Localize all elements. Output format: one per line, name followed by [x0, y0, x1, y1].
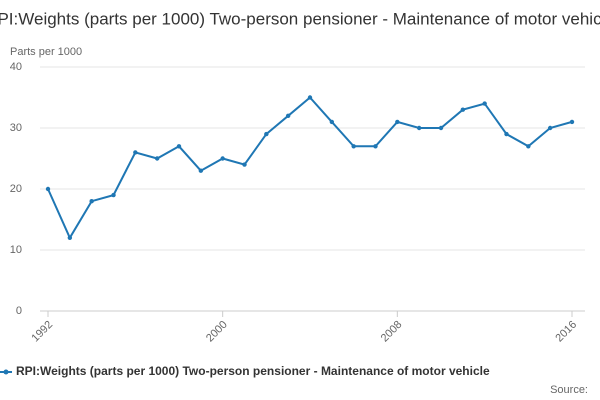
y-tick-label: 40 [10, 61, 22, 73]
point [220, 156, 225, 161]
y-tick-label: 10 [10, 244, 22, 256]
point [460, 107, 466, 112]
point [176, 144, 182, 149]
point [285, 113, 291, 119]
point [373, 144, 378, 149]
y-tick-label: 30 [10, 122, 22, 134]
point [307, 95, 313, 100]
x-tick-label: 1992 [29, 319, 55, 345]
x-tick-label: 2000 [204, 319, 230, 345]
chart-title: RPI:Weights (parts per 1000) Two-person … [0, 9, 600, 28]
point [547, 125, 553, 131]
point [154, 156, 160, 161]
source: Source: [550, 384, 588, 396]
y-axis-label: Parts per 1000 [10, 46, 82, 58]
point [198, 168, 204, 173]
point [89, 199, 94, 204]
point [482, 101, 487, 106]
point [569, 119, 575, 125]
point [133, 150, 138, 155]
point [329, 119, 335, 125]
y-tick-label: 20 [10, 183, 22, 195]
x-tick-label: 2016 [553, 319, 579, 345]
point [416, 125, 422, 131]
point [111, 192, 116, 198]
point [45, 186, 51, 192]
point [395, 119, 400, 125]
point [242, 162, 247, 167]
point [438, 125, 444, 131]
point [351, 144, 356, 149]
point [264, 131, 269, 137]
point [526, 144, 531, 149]
point [67, 235, 73, 240]
y-tick-label: 0 [16, 305, 22, 317]
legend-marker [3, 369, 9, 375]
point [504, 131, 509, 137]
x-tick-label: 2008 [379, 319, 405, 345]
legend-label: RPI:Weights (parts per 1000) Two-person … [16, 364, 490, 378]
line [47, 96, 573, 240]
